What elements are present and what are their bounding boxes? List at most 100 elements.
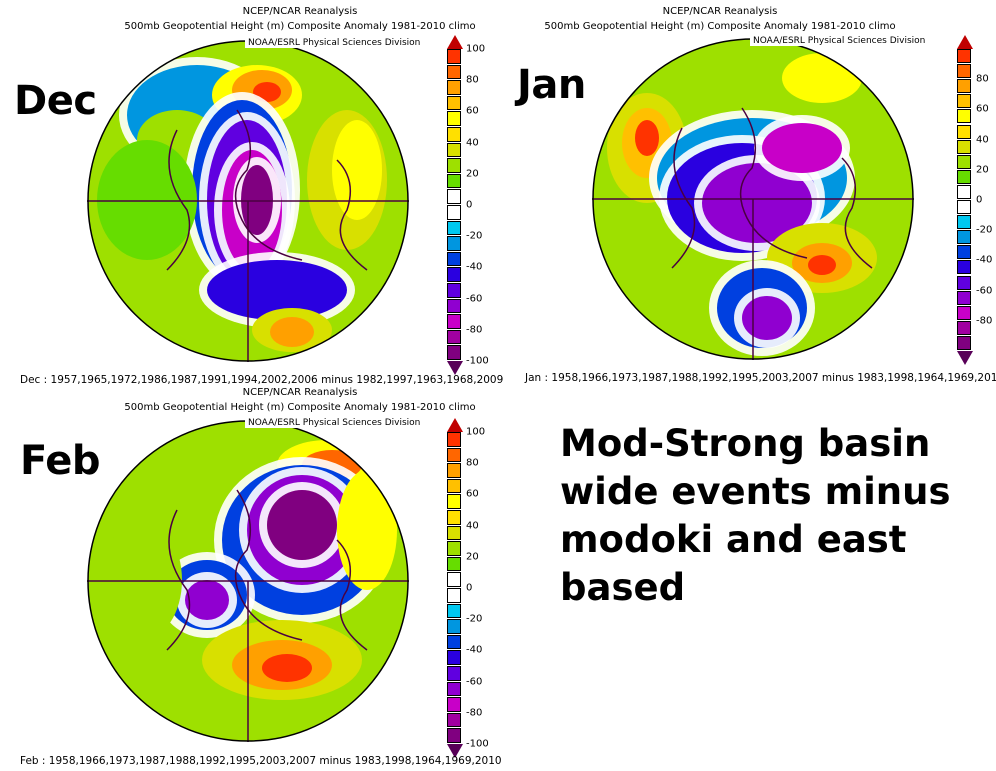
colorbar-segment [447,603,461,619]
colorbar-segment [447,572,461,587]
colorbar-segment [447,127,461,142]
negative-anomaly-region [241,165,273,235]
colorbar-segment [447,329,461,345]
annotation-line: wide events minus [560,470,951,513]
positive-anomaly-region [102,520,182,640]
feb-credit: NOAA/ESRL Physical Sciences Division [245,418,424,428]
colorbar-segment [447,447,461,463]
colorbar-tick-label: 40 [466,137,479,149]
jan-title-1: NCEP/NCAR Reanalysis [662,6,778,17]
colorbar-segment [447,298,461,314]
negative-anomaly-region [762,123,842,173]
colorbar-segment [957,215,971,230]
colorbar-segment [447,697,461,712]
annotation-line: modoki and east [560,518,907,561]
positive-anomaly-region [337,470,397,590]
colorbar-segment [447,189,461,204]
colorbar-segment [957,79,971,94]
colorbar-segment [957,64,971,79]
colorbar-segment [447,205,461,220]
colorbar-tick-label: 60 [466,105,479,117]
colorbar-segment [447,80,461,95]
colorbar-segment [957,320,971,335]
negative-anomaly-region [702,163,812,243]
colorbar-tick-label: -60 [466,293,483,305]
feb-title-1: NCEP/NCAR Reanalysis [242,387,358,398]
feb-label: Feb [20,438,100,484]
colorbar-segment [957,169,971,184]
colorbar-tick-label: 20 [466,168,479,180]
colorbar-segment [447,588,461,603]
positive-anomaly-region [97,140,197,260]
colorbar-segment [957,245,971,260]
colorbar-segment [447,478,461,494]
colorbar-segment [957,139,971,154]
colorbar-top-arrow [957,35,973,49]
positive-anomaly-region [332,120,382,220]
coastline [671,107,873,269]
colorbar-segment [957,154,971,169]
colorbar-segment [447,432,461,447]
negative-anomaly-region [185,580,229,620]
colorbar-segment [447,510,461,525]
dec-label: Dec [14,78,97,124]
colorbar-tick-label: 20 [976,164,989,176]
dec-footer: Dec : 1957,1965,1972,1986,1987,1991,1994… [20,374,504,386]
colorbar-segment [957,109,971,124]
colorbar-bottom-arrow [447,361,463,375]
colorbar-tick-label: -80 [976,315,993,327]
colorbar-segment [447,619,461,634]
colorbar-segment [957,230,971,245]
colorbar-tick-label: 0 [466,199,473,211]
dec-polar-map [87,40,409,362]
colorbar-tick-label: 80 [976,73,989,85]
colorbar-segment [957,275,971,290]
negative-anomaly-region [207,260,347,320]
colorbar-segment [957,335,971,350]
colorbar-segment [447,634,461,650]
colorbar-tick-label: -20 [466,613,483,625]
colorbar-segment [957,94,971,109]
annotation-line: Mod-Strong basin [560,422,931,465]
colorbar-segment [447,236,461,251]
colorbar-segment [447,494,461,509]
colorbar-segment [957,200,971,215]
jan-title-2: 500mb Geopotential Height (m) Composite … [544,21,896,32]
colorbar-segment [447,95,461,111]
negative-anomaly-region [267,490,337,560]
colorbar-segment [447,666,461,681]
colorbar-segment [447,314,461,329]
colorbar-tick-label: 60 [976,103,989,115]
dec-credit: NOAA/ESRL Physical Sciences Division [245,38,424,48]
colorbar-segment [957,305,971,320]
colorbar-tick-label: 40 [976,134,989,146]
colorbar-segment [447,64,461,80]
coastline [166,109,368,271]
colorbar-tick-label: 80 [466,74,479,86]
colorbar-tick-label: 80 [466,457,479,469]
feb-colorbar: 100 80 60 40 20 0 -20 -40 -60 -80 -100 [447,418,489,758]
jan-colorbar: 80 60 40 20 0 -20 -40 -60 -80 [957,35,996,365]
colorbar-bottom-arrow [447,744,463,758]
dec-title-1: NCEP/NCAR Reanalysis [242,6,358,17]
colorbar-segment [447,49,461,64]
colorbar-tick-label: -60 [466,676,483,688]
colorbar-segment [447,158,461,173]
colorbar-segment [447,251,461,267]
colorbar-tick-label: 0 [976,194,983,206]
positive-anomaly-region [782,53,862,103]
dec-title-2: 500mb Geopotential Height (m) Composite … [124,21,476,32]
positive-anomaly-region [808,255,836,275]
colorbar-segment [447,556,461,572]
colorbar-segment [447,712,461,728]
colorbar-tick-label: 60 [466,488,479,500]
colorbar-tick-label: -100 [466,355,489,367]
positive-anomaly-region [262,654,312,682]
feb-title-2: 500mb Geopotential Height (m) Composite … [124,402,476,413]
colorbar-segment [447,283,461,298]
colorbar-segment [957,260,971,275]
colorbar-segment [447,728,461,743]
colorbar-segment [447,267,461,282]
colorbar-tick-label: -20 [466,230,483,242]
colorbar-tick-label: 100 [466,43,486,55]
